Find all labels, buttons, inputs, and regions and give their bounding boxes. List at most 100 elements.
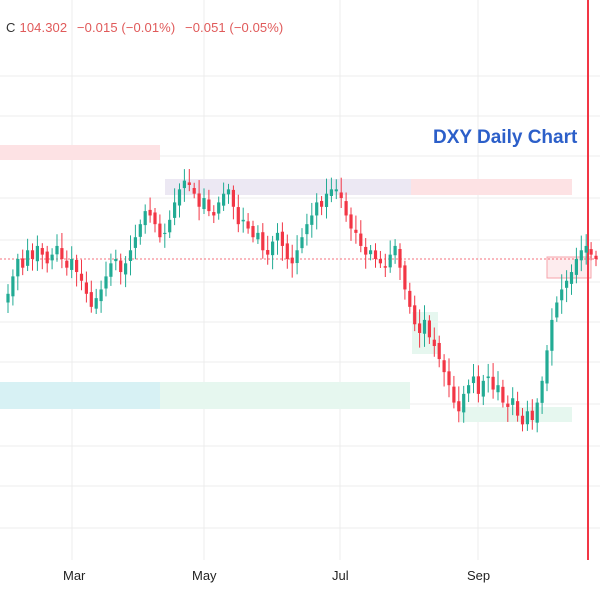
candle-body <box>148 209 152 216</box>
candle-body <box>212 212 216 216</box>
candle-body <box>197 193 201 207</box>
candle-body <box>359 233 363 246</box>
candle-body <box>236 207 240 225</box>
candle-body <box>520 415 525 425</box>
candle-body <box>398 248 402 268</box>
current-price-box <box>546 256 592 279</box>
candle-body <box>373 250 378 259</box>
change-abs: −0.015 (−0.01%) <box>76 20 176 35</box>
candle-body <box>545 350 549 384</box>
candle-body <box>501 386 505 403</box>
candle-body <box>452 386 456 403</box>
candle-body <box>70 258 74 270</box>
resistance-zone-left <box>0 145 160 160</box>
candle-body <box>594 255 598 259</box>
candle-body <box>84 282 88 294</box>
candle-body <box>124 263 128 275</box>
candle-body <box>16 258 20 277</box>
candle-body <box>241 219 245 222</box>
candle-body <box>187 182 191 185</box>
candle-body <box>413 305 417 325</box>
candle-body <box>574 258 578 275</box>
candle-body <box>447 371 451 386</box>
candle-body <box>305 224 309 235</box>
candle-body <box>560 289 564 301</box>
x-tick-sep: Sep <box>467 568 491 583</box>
candle-body <box>589 249 593 255</box>
candle-body <box>506 403 510 407</box>
candle-body <box>65 260 69 268</box>
candle-body <box>491 376 495 390</box>
candle-body <box>89 292 93 307</box>
candle-body <box>99 289 103 302</box>
chart-title: DXY Daily Chart <box>433 127 578 148</box>
resistance-zone-right <box>410 179 572 195</box>
candle-body <box>226 189 231 195</box>
candle-body <box>476 376 480 394</box>
candle-body <box>207 199 211 212</box>
candle-body <box>320 200 324 207</box>
candle-body <box>354 229 358 233</box>
candle-body <box>266 250 270 255</box>
candle-body <box>55 245 59 255</box>
candle-body <box>437 342 441 360</box>
candle-body <box>403 265 407 290</box>
candle-body <box>75 259 79 273</box>
candle-body <box>550 319 554 351</box>
candle-body <box>378 258 382 264</box>
candle-body <box>457 401 461 412</box>
candle-body <box>432 339 436 347</box>
candle-body <box>481 380 485 397</box>
candle-body <box>50 254 54 261</box>
candle-body <box>6 293 10 303</box>
candle-body <box>422 319 427 334</box>
close-value: 104.302 <box>19 20 68 35</box>
candle-body <box>261 232 265 251</box>
candle-body <box>462 393 466 413</box>
supply-zone <box>165 179 411 195</box>
candle-body <box>128 250 133 261</box>
candle-body <box>584 245 588 253</box>
candle-body <box>315 202 319 216</box>
candle-body <box>569 272 574 284</box>
candle-body <box>349 214 353 229</box>
candle-body <box>290 257 294 264</box>
candle-body <box>202 198 206 210</box>
candle-body <box>222 193 226 206</box>
candle-body <box>300 237 304 249</box>
candle-body <box>192 188 196 194</box>
candle-body <box>334 189 338 192</box>
candle-body <box>388 254 392 268</box>
candle-body <box>565 280 569 288</box>
candle-body <box>295 250 299 264</box>
candle-body <box>280 231 284 246</box>
x-tick-mar: Mar <box>63 568 86 583</box>
candle-body <box>256 232 260 240</box>
candle-body <box>540 380 544 403</box>
candle-body <box>173 202 177 218</box>
candle-body <box>21 258 25 268</box>
candle-body <box>418 323 422 333</box>
candle-body <box>329 189 333 196</box>
candle-body <box>109 263 113 277</box>
candle-body <box>168 219 172 233</box>
candle-body <box>442 360 446 373</box>
candle-body <box>535 402 539 423</box>
candle-body <box>408 290 412 307</box>
candle-body <box>324 193 329 207</box>
candle-body <box>35 245 39 262</box>
candle-body <box>251 226 255 238</box>
candle-body <box>285 243 289 259</box>
candle-body <box>246 221 250 229</box>
demand-zone-left <box>0 382 160 409</box>
candle-body <box>138 224 142 237</box>
candle-body <box>364 246 368 255</box>
candle-body <box>271 241 275 256</box>
candle-body <box>344 201 348 216</box>
candle-body <box>217 202 221 214</box>
candle-body <box>530 410 534 420</box>
candle-body <box>310 215 314 225</box>
candle-body <box>104 276 108 289</box>
